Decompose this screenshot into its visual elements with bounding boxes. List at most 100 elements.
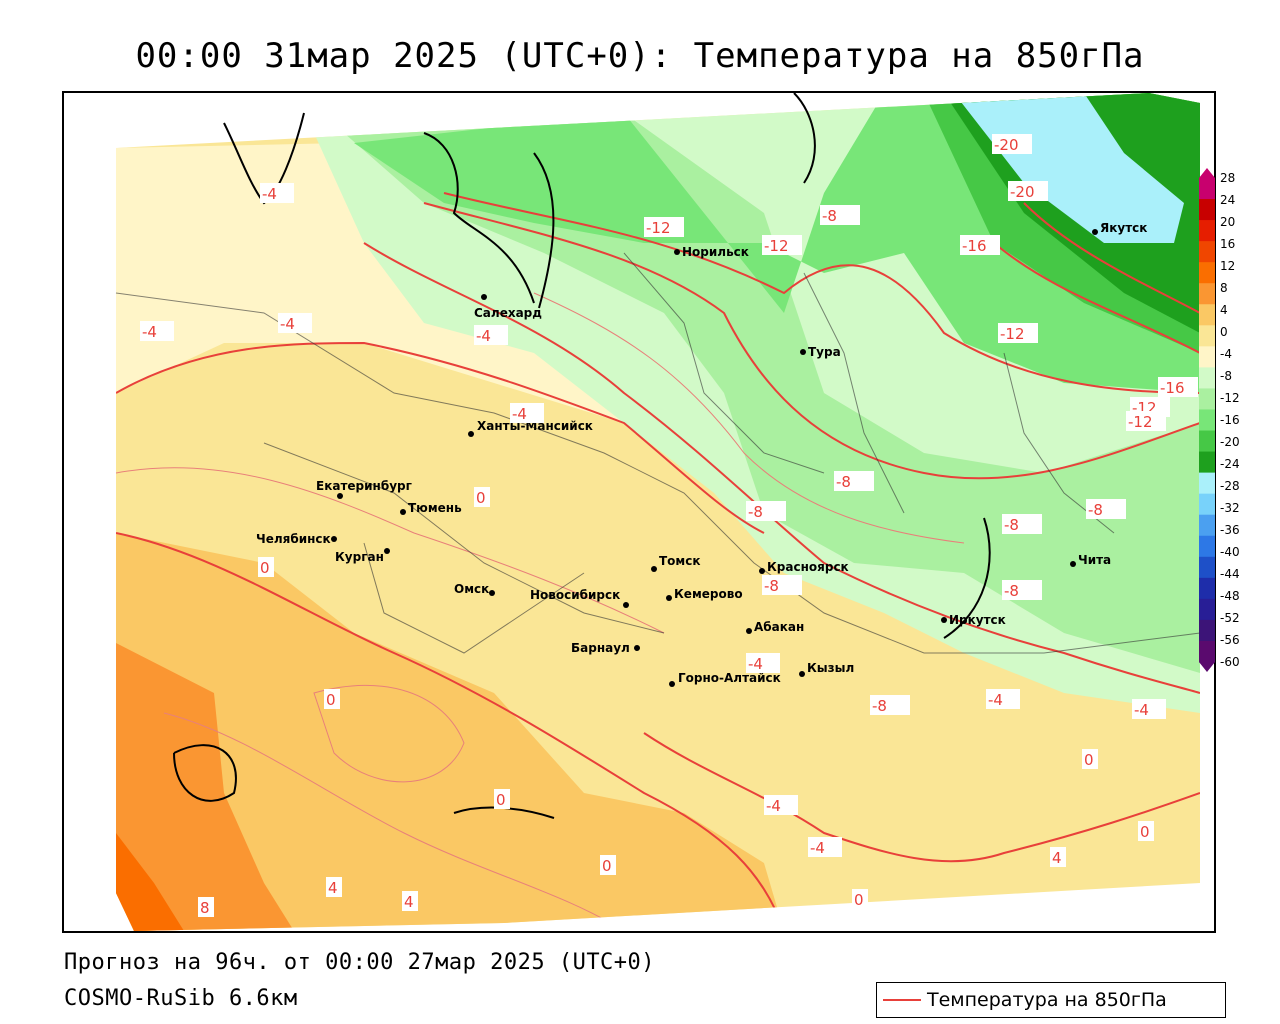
colorbar-swatch	[1199, 640, 1215, 663]
isotherm-label: -12	[1128, 413, 1153, 431]
isotherm-label: -8	[1004, 516, 1019, 534]
isotherm-label-bg	[326, 877, 342, 897]
isotherm-label-bg	[258, 557, 274, 577]
isotherm-line	[443, 192, 1200, 394]
isotherm-label-bg	[1002, 580, 1042, 600]
colorbar-swatch	[1199, 178, 1215, 200]
isotherm-label: -4	[1134, 701, 1149, 719]
city-dot	[1070, 561, 1076, 567]
isotherm-label: -8	[836, 473, 851, 491]
isotherm-label-bg	[474, 325, 508, 345]
region-border	[263, 442, 665, 634]
region-border	[623, 252, 825, 474]
isotherm-label: -4	[766, 797, 781, 815]
city-omsk: Омск	[454, 582, 495, 596]
isotherm-line	[116, 532, 785, 931]
city-irkutsk: Иркутск	[941, 613, 1006, 627]
city-markers: Норильск Салехард Тура Якутск Ханты-Манс…	[256, 221, 1147, 687]
isotherm-label-bg	[992, 134, 1032, 154]
city-dot	[799, 671, 805, 677]
legend-label: Температура на 850гПа	[927, 989, 1167, 1011]
colorbar-swatch	[1199, 535, 1215, 558]
isotherm-label: -12	[1000, 325, 1025, 343]
city-label: Омск	[454, 582, 489, 596]
isotherm-label: -4	[512, 405, 527, 423]
colorbar-swatch	[1199, 493, 1215, 516]
isotherm-line	[116, 341, 765, 534]
colorbar-swatch	[1199, 367, 1215, 389]
colorbar-tick-label: -4	[1220, 347, 1232, 361]
isotherm-label: 0	[326, 691, 336, 709]
city-barnaul: Барнаул	[571, 641, 640, 655]
city-label: Норильск	[682, 245, 749, 259]
colorbar-tick-label: -28	[1220, 479, 1240, 493]
colorbar-tick-label: -8	[1220, 369, 1232, 383]
isotherm-label-bg	[986, 689, 1020, 709]
isotherm-label: 0	[476, 489, 486, 507]
colorbar-tick-label: 24	[1220, 193, 1236, 207]
city-dot	[468, 431, 474, 437]
colorbar-swatch	[1199, 514, 1215, 537]
city-label: Тюмень	[408, 501, 462, 515]
city-dot	[674, 249, 680, 255]
temp-zone-8-12	[116, 643, 294, 931]
city-label: Ханты-Мансийск	[477, 419, 593, 433]
city-label: Салехард	[474, 306, 542, 320]
city-chita: Чита	[1070, 553, 1111, 567]
isotherm-label-bg	[764, 795, 798, 815]
isotherm-label-bg	[260, 183, 294, 203]
colorbar-tick-label: 28	[1220, 171, 1236, 185]
city-label: Горно-Алтайск	[678, 671, 781, 685]
colorbar-tick-label: 20	[1220, 215, 1236, 229]
temp-zone-minus12-minus8	[344, 113, 1200, 673]
city-label: Красноярск	[767, 560, 849, 574]
isotherm-label-bg	[474, 487, 490, 507]
isotherm-label: -12	[646, 219, 671, 237]
isotherm-minor-line	[116, 467, 665, 634]
isotherm-label-bg	[1050, 847, 1066, 867]
city-label: Барнаул	[571, 641, 630, 655]
colorbar-swatch	[1199, 619, 1215, 642]
colorbar-swatch	[1199, 577, 1215, 600]
colorbar-swatch	[1199, 346, 1215, 368]
city-dot	[746, 628, 752, 634]
colorbar-labels: 28 24 20 16 12 8 4 0 -4 -8 -12 -16 -20 -24 -28 -32 -36 -4…	[1220, 168, 1260, 672]
city-abakan: Абакан	[746, 620, 804, 634]
city-novosibirsk: Новосибирск	[530, 588, 629, 608]
colorbar-tick-label: -24	[1220, 457, 1240, 471]
isotherm-label: -4	[142, 323, 157, 341]
colorbar-tick-label: 4	[1220, 303, 1228, 317]
colorbar-swatch	[1199, 430, 1215, 453]
isotherm-minor-line	[163, 712, 625, 931]
isotherm-label-bg	[808, 837, 842, 857]
isotherm-label: 0	[1084, 751, 1094, 769]
isotherm-label-bg	[600, 855, 616, 875]
isotherm-label: 0	[260, 559, 270, 577]
city-khanty-mansiysk: Ханты-Мансийск	[468, 419, 593, 437]
colorbar-swatch	[1199, 388, 1215, 410]
colorbar-tick-label: 16	[1220, 237, 1236, 251]
isotherm-label-bg	[852, 889, 868, 909]
isotherm-line	[363, 242, 1200, 694]
colorbar-swatch	[1199, 304, 1215, 326]
colorbar	[1199, 168, 1215, 672]
isotherm-label: 4	[328, 879, 338, 897]
city-label: Иркутск	[949, 613, 1006, 627]
isotherm-label-bg	[820, 205, 860, 225]
city-dot	[941, 617, 947, 623]
isotherm-label-bg	[1086, 499, 1126, 519]
city-dot	[623, 602, 629, 608]
isotherm-label-bg	[1138, 821, 1154, 841]
city-label: Тура	[808, 345, 841, 359]
city-label: Кемерово	[674, 587, 743, 601]
colorbar-bottom-arrow	[1199, 662, 1215, 672]
colorbar-tick-label: 12	[1220, 259, 1236, 273]
city-label: Курган	[335, 550, 384, 564]
colorbar-tick-label: 8	[1220, 281, 1228, 295]
colorbar-top-arrow	[1199, 168, 1215, 178]
coastline	[173, 744, 237, 802]
isotherm-label: -16	[1160, 379, 1185, 397]
colorbar-swatch	[1199, 598, 1215, 621]
isotherm-label-bg	[998, 323, 1038, 343]
colorbar-tick-label: -16	[1220, 413, 1240, 427]
